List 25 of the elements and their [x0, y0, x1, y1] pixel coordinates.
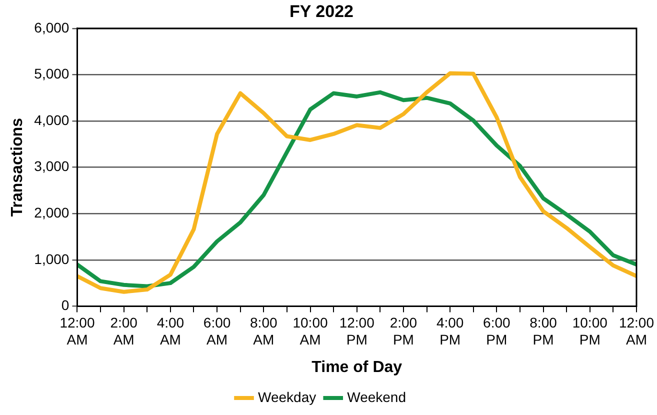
x-tick-label: 12:00 AM [60, 314, 95, 348]
y-axis-title: Transactions [9, 118, 26, 217]
x-tick-label: 10:00 PM [572, 314, 608, 348]
y-tick-label: 3,000 [34, 158, 70, 174]
legend-label: Weekend [347, 388, 406, 405]
x-tick-label: 12:00 AM [618, 314, 654, 348]
x-tick-label: 4:00 AM [156, 314, 184, 348]
x-tick-label: 4:00 PM [436, 314, 464, 348]
x-tick-label: 6:00 AM [203, 314, 231, 348]
x-tick-label: 8:00 PM [530, 314, 558, 348]
y-tick-label: 4,000 [34, 112, 70, 128]
y-tick-label: 6,000 [34, 19, 70, 36]
x-tick-label: 6:00 PM [483, 314, 511, 348]
y-tick-label: 0 [61, 297, 70, 314]
x-tick-label: 12:00 PM [339, 314, 375, 348]
x-tick-label: 8:00 AM [250, 314, 278, 348]
x-tick-label: 2:00 PM [390, 314, 418, 348]
chart-title: FY 2022 [290, 2, 354, 21]
y-tick-label: 5,000 [34, 66, 70, 82]
y-tick-label: 1,000 [34, 250, 70, 267]
y-tick-label: 2,000 [34, 204, 70, 220]
x-tick-label: 10:00 AM [292, 314, 328, 348]
x-tick-label: 2:00 AM [110, 314, 138, 348]
legend-label: Weekday [258, 388, 316, 405]
x-axis-title: Time of Day [312, 358, 402, 376]
